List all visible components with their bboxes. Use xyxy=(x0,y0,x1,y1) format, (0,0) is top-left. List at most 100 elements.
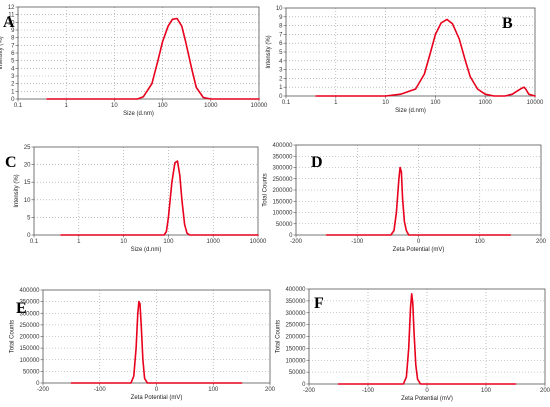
y-tick-label: 100000 xyxy=(285,358,306,364)
y-tick-label: 1 xyxy=(279,85,283,91)
y-tick-label: 3 xyxy=(279,68,283,74)
y-tick-label: 0 xyxy=(36,381,40,387)
y-tick-label: 50000 xyxy=(289,370,306,376)
y-tick-label: 50000 xyxy=(23,369,40,375)
y-tick-label: 250000 xyxy=(19,323,40,329)
x-tick-label: 200 xyxy=(265,387,276,393)
x-tick-label: 10 xyxy=(120,239,127,245)
x-tick-label: 0 xyxy=(155,387,159,393)
y-tick-label: 15 xyxy=(24,180,31,186)
x-axis-label: Size (d.nm) xyxy=(131,247,162,253)
x-tick-label: 100 xyxy=(481,388,492,394)
x-axis-label: Zeta Potential (mV) xyxy=(131,395,183,401)
x-tick-label: -100 xyxy=(94,387,107,393)
y-tick-label: 12 xyxy=(8,5,15,11)
x-axis-label: Size (d.nm) xyxy=(395,108,426,114)
y-tick-label: 2 xyxy=(279,76,283,82)
chart-panel-f: -200 -100 0 100 200 0 50000 100000 150000 200000 2… xyxy=(276,287,550,402)
y-tick-label: 9 xyxy=(279,15,283,21)
y-tick-label: 7 xyxy=(279,32,283,38)
panel-letter-e: E xyxy=(16,300,27,317)
y-tick-label: 8 xyxy=(279,24,283,30)
x-axis-label: Size (d.nm) xyxy=(123,111,154,117)
y-tick-label: 100000 xyxy=(19,358,40,364)
x-tick-label: 1 xyxy=(334,100,338,106)
x-tick-label: 10000 xyxy=(527,100,544,106)
chart-panel-e: -200 -100 0 100 200 0 50000 100000 150000 200000 2… xyxy=(10,288,276,401)
y-tick-label: 4 xyxy=(11,66,15,72)
y-tick-label: 0 xyxy=(27,233,31,239)
chart-panel-c: 0.1 1 10 100 1000 10000 0 5 10 15 20 25 Size (d.nm) I… xyxy=(5,145,267,253)
y-tick-label: 250000 xyxy=(285,323,306,329)
series-line-e-0 xyxy=(70,300,243,384)
y-tick-label: 6 xyxy=(11,51,15,57)
y-tick-label: 2 xyxy=(11,82,15,88)
y-tick-label: 5 xyxy=(11,59,15,65)
x-tick-label: 10 xyxy=(111,103,118,109)
x-tick-label: -100 xyxy=(351,239,364,245)
x-tick-label: 10000 xyxy=(251,103,268,109)
panel-letter-c: C xyxy=(5,154,17,171)
y-tick-label: 150000 xyxy=(285,346,306,352)
y-axis-label: Total Counts xyxy=(263,173,269,206)
y-tick-label: 1 xyxy=(11,89,15,95)
panel-letter-d: D xyxy=(311,154,323,171)
x-tick-label: 0.1 xyxy=(30,239,39,245)
x-tick-label: -100 xyxy=(362,388,375,394)
chart-panel-d: -200 -100 0 100 200 0 50000 100000 150000 200000 2… xyxy=(263,143,547,253)
y-tick-label: 400000 xyxy=(19,288,40,294)
y-tick-label: 5 xyxy=(279,50,283,56)
x-tick-label: 10000 xyxy=(250,239,267,245)
y-tick-label: 100000 xyxy=(272,211,293,217)
x-tick-label: 200 xyxy=(540,388,550,394)
series-line-a-0 xyxy=(46,17,260,100)
x-tick-label: 1000 xyxy=(479,100,493,106)
x-tick-label: 0 xyxy=(425,388,429,394)
y-tick-label: 350000 xyxy=(19,300,40,306)
x-tick-label: 1 xyxy=(65,103,69,109)
y-tick-label: 150000 xyxy=(19,346,40,352)
panel-letter-a: A xyxy=(3,14,15,31)
y-tick-label: 300000 xyxy=(272,166,293,172)
y-tick-label: 200000 xyxy=(272,188,293,194)
x-tick-label: 100 xyxy=(430,100,441,106)
y-tick-label: 5 xyxy=(27,215,31,221)
x-tick-label: 200 xyxy=(536,239,547,245)
y-tick-label: 150000 xyxy=(272,199,293,205)
series-line-f-0 xyxy=(337,292,517,385)
plot-frame xyxy=(285,7,536,97)
x-tick-label: 100 xyxy=(208,387,219,393)
y-tick-label: 200000 xyxy=(285,335,306,341)
y-tick-label: 0 xyxy=(289,233,293,239)
y-tick-label: 7 xyxy=(11,43,15,49)
y-axis-label: Intensity (%) xyxy=(0,36,4,69)
y-axis-label: Total Counts xyxy=(10,320,16,353)
x-tick-label: 100 xyxy=(158,103,169,109)
y-tick-label: 400000 xyxy=(272,143,293,149)
chart-panel-b: 0.1 1 10 100 1000 10000 0 1 2 3 4 5 6 7 8 9 10 Size (d.nm… xyxy=(266,6,544,114)
panel-letter-b: B xyxy=(502,15,513,32)
y-tick-label: 11 xyxy=(8,13,15,19)
y-tick-label: 0 xyxy=(11,97,15,103)
series-line-c-0 xyxy=(60,160,259,236)
x-tick-label: 100 xyxy=(475,239,486,245)
y-tick-label: 0 xyxy=(302,382,306,388)
y-tick-label: 10 xyxy=(276,6,283,12)
x-tick-label: -200 xyxy=(37,387,50,393)
x-tick-label: 0.1 xyxy=(282,100,291,106)
y-tick-label: 350000 xyxy=(285,299,306,305)
y-tick-label: 10 xyxy=(8,20,15,26)
x-tick-label: 0.1 xyxy=(14,103,23,109)
y-tick-label: 200000 xyxy=(19,335,40,341)
y-axis-label: Total Counts xyxy=(276,320,282,353)
y-tick-label: 20 xyxy=(24,163,31,169)
x-tick-label: 1000 xyxy=(204,103,218,109)
x-tick-label: 1 xyxy=(77,239,81,245)
x-tick-label: 0 xyxy=(417,239,421,245)
y-tick-label: 400000 xyxy=(285,287,306,293)
x-tick-label: 10 xyxy=(382,100,389,106)
y-tick-label: 10 xyxy=(24,198,31,204)
y-tick-label: 8 xyxy=(11,36,15,42)
